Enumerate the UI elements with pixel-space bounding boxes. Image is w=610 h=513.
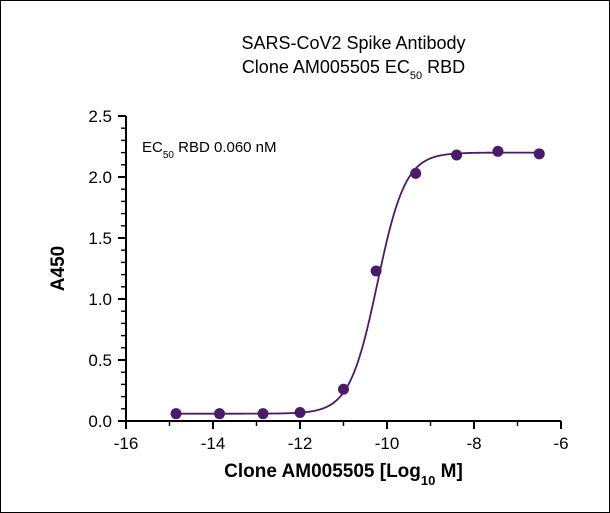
data-point bbox=[338, 384, 349, 395]
y-tick-label: 1.5 bbox=[88, 229, 112, 248]
y-tick-label: 0.5 bbox=[88, 351, 112, 370]
x-tick-label: -6 bbox=[553, 434, 568, 453]
data-point bbox=[410, 168, 421, 179]
y-axis-label: A450 bbox=[48, 246, 69, 291]
y-tick-label: 1.0 bbox=[88, 290, 112, 309]
chart-frame: SARS-CoV2 Spike Antibody Clone AM005505 E… bbox=[0, 0, 610, 513]
chart-svg: SARS-CoV2 Spike Antibody Clone AM005505 E… bbox=[1, 1, 609, 512]
chart-title-line2: Clone AM005505 EC50 RBD bbox=[242, 57, 465, 82]
chart-title-line1: SARS-CoV2 Spike Antibody bbox=[241, 33, 465, 53]
x-tick-label: -12 bbox=[288, 434, 313, 453]
x-tick-label: -14 bbox=[201, 434, 226, 453]
x-tick-label: -8 bbox=[466, 434, 481, 453]
data-point bbox=[534, 148, 545, 159]
y-tick-label: 0.0 bbox=[88, 412, 112, 431]
data-point bbox=[492, 146, 503, 157]
y-tick-label: 2.0 bbox=[88, 168, 112, 187]
data-point bbox=[171, 408, 182, 419]
fit-curve bbox=[176, 153, 539, 414]
x-tick-label: -10 bbox=[375, 434, 400, 453]
data-point bbox=[371, 265, 382, 276]
x-axis-label: Clone AM005505 [Log10 M] bbox=[224, 461, 463, 488]
y-tick-label: 2.5 bbox=[88, 107, 112, 126]
x-tick-label: -16 bbox=[114, 434, 139, 453]
data-point bbox=[295, 407, 306, 418]
data-point bbox=[451, 150, 462, 161]
ec50-annotation: EC50 RBD 0.060 nM bbox=[142, 139, 277, 161]
data-point bbox=[214, 408, 225, 419]
data-point bbox=[258, 408, 269, 419]
